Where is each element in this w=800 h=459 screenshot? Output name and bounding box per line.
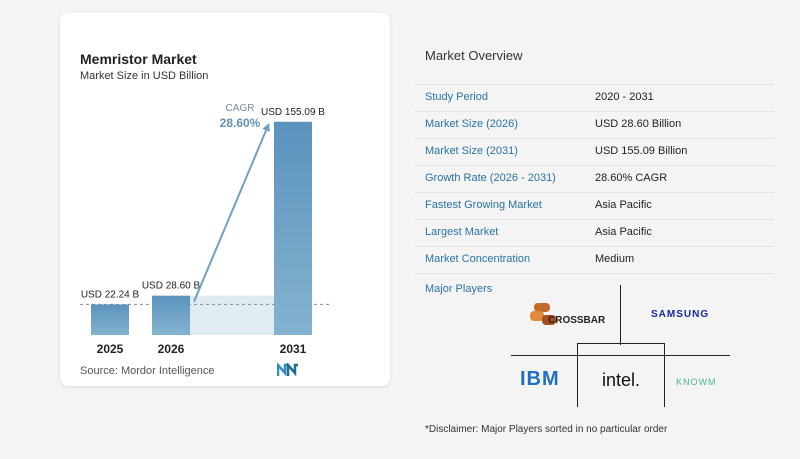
bar-value-label: USD 22.24 B (81, 289, 140, 300)
overview-row-value: Asia Pacific (595, 199, 652, 211)
players-divider (620, 285, 621, 345)
crossbar-logo: CROSSBAR (528, 301, 608, 335)
x-axis-label: 2025 (97, 342, 124, 356)
overview-row-label: Market Size (2026) (425, 118, 518, 130)
overview-row: Market Size (2031) USD 155.09 Billion (415, 139, 775, 166)
mordor-logo-icon (277, 363, 298, 377)
overview-row: Market Concentration Medium (415, 247, 775, 274)
samsung-logo: SAMSUNG (651, 309, 710, 320)
market-overview-table: Study Period 2020 - 2031 Market Size (2026… (415, 84, 775, 274)
overview-row-label: Market Size (2031) (425, 145, 518, 157)
knowm-logo: KNOWM (676, 377, 717, 387)
players-divider (664, 343, 665, 407)
x-axis-label: 2031 (280, 342, 307, 356)
overview-row-value: Asia Pacific (595, 226, 652, 238)
overview-row-label: Study Period (425, 91, 488, 103)
cagr-label: CAGR (226, 103, 255, 114)
overview-row-value: 2020 - 2031 (595, 91, 654, 103)
bar-2026 (152, 295, 190, 335)
chart-subtitle: Market Size in USD Billion (80, 70, 209, 82)
bar-value-label: USD 28.60 B (142, 281, 201, 292)
players-divider (577, 343, 665, 344)
bar-2031 (274, 121, 312, 335)
bar-value-label: USD 155.09 B (261, 107, 325, 118)
overview-row: Growth Rate (2026 - 2031) 28.60% CAGR (415, 166, 775, 193)
chart-area: USD 22.24 B 2025 USD 28.60 B 2026 USD 155.09… (80, 103, 330, 356)
players-divider (511, 355, 730, 356)
players-divider (577, 343, 578, 407)
disclaimer-text: *Disclaimer: Major Players sorted in no … (425, 424, 668, 435)
bar-2025 (91, 304, 129, 335)
overview-row-label: Largest Market (425, 226, 499, 238)
overview-row-value: 28.60% CAGR (595, 172, 668, 184)
crossbar-logo-text: CROSSBAR (548, 315, 606, 326)
major-players-title: Major Players (425, 283, 493, 295)
overview-row-value: Medium (595, 253, 635, 265)
overview-row-value: USD 155.09 Billion (595, 145, 688, 157)
source-text: Source: Mordor Intelligence (80, 365, 215, 377)
crossbar-logo-icon (530, 303, 556, 325)
overview-row-value: USD 28.60 Billion (595, 118, 682, 130)
cagr-arrow (193, 122, 270, 303)
overview-row: Fastest Growing Market Asia Pacific (415, 193, 775, 220)
overview-row-label: Fastest Growing Market (425, 199, 542, 211)
overview-row: Market Size (2026) USD 28.60 Billion (415, 112, 775, 139)
overview-row: Largest Market Asia Pacific (415, 220, 775, 247)
chart-card: USD 22.24 B 2025 USD 28.60 B 2026 USD 155.09… (60, 13, 390, 386)
overview-row-label: Growth Rate (2026 - 2031) (425, 172, 556, 184)
chart-title: Memristor Market (80, 51, 197, 67)
growth-band (190, 295, 274, 335)
cagr-value: 28.60% (220, 116, 261, 130)
ibm-logo: IBM (520, 368, 560, 390)
intel-logo: intel. (602, 370, 641, 390)
overview-row: Study Period 2020 - 2031 (415, 84, 775, 112)
x-axis-label: 2026 (158, 342, 185, 356)
market-overview-title: Market Overview (425, 48, 523, 63)
overview-row-label: Market Concentration (425, 253, 531, 265)
